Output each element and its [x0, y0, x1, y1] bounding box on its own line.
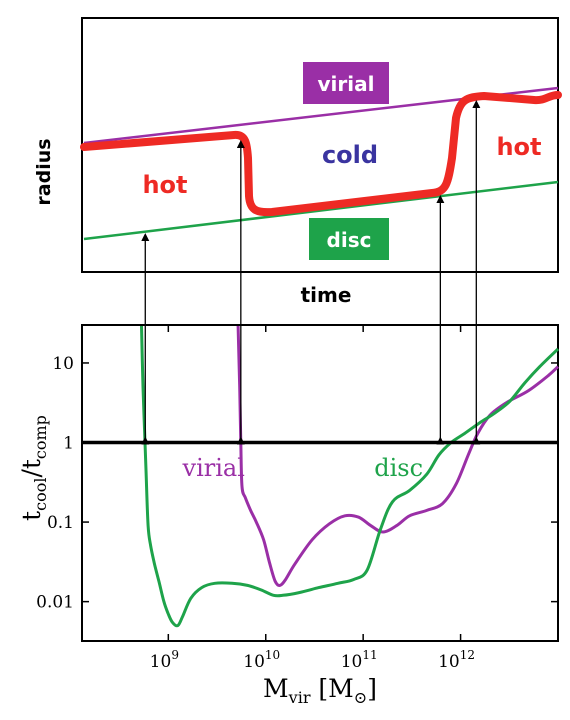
series-labels: virial disc: [182, 454, 424, 482]
x-tick-label: 1011: [341, 648, 378, 672]
hot-cold-boundary-curve: [80, 91, 562, 217]
hot-right-label: hot: [496, 133, 541, 161]
cold-label: cold: [322, 141, 378, 169]
top-xlabel: time: [301, 283, 352, 307]
bottom-plot-frame: [81, 324, 559, 642]
disc-series-line: [140, 325, 560, 628]
disc-badge: [309, 218, 389, 260]
y-tick-label: 0.1: [47, 513, 74, 533]
bottom-ylabel: tcool/tcomp: [17, 415, 50, 521]
y-tick-label: 1: [63, 434, 74, 454]
connector-arrows: [141, 100, 481, 445]
y-tick-label: 0.01: [36, 593, 74, 613]
x-ticks: 109 1010 1011 1012: [150, 325, 475, 672]
virial-series-label: virial: [182, 454, 245, 482]
x-tick-label: 1010: [243, 648, 280, 672]
bottom-panel: 10 1 0.1 0.01 109 1010 1011 1012 virial disc tc…: [17, 324, 560, 707]
top-panel: radius time virial disc hot cold hot: [33, 17, 562, 307]
virial-badge-label: virial: [318, 72, 375, 96]
bottom-xlabel: Mvir [M⊙]: [263, 674, 377, 707]
disc-series-label: disc: [374, 454, 423, 482]
disc-badge-label: disc: [327, 228, 372, 252]
y-tick-label: 10: [52, 354, 74, 374]
x-tick-label: 1012: [438, 648, 475, 672]
virial-badge: [303, 62, 389, 104]
y-ticks: 10 1 0.1 0.01: [36, 354, 558, 613]
hot-left-label: hot: [142, 171, 187, 199]
x-tick-label: 109: [150, 648, 179, 672]
top-ylabel: radius: [33, 138, 55, 205]
